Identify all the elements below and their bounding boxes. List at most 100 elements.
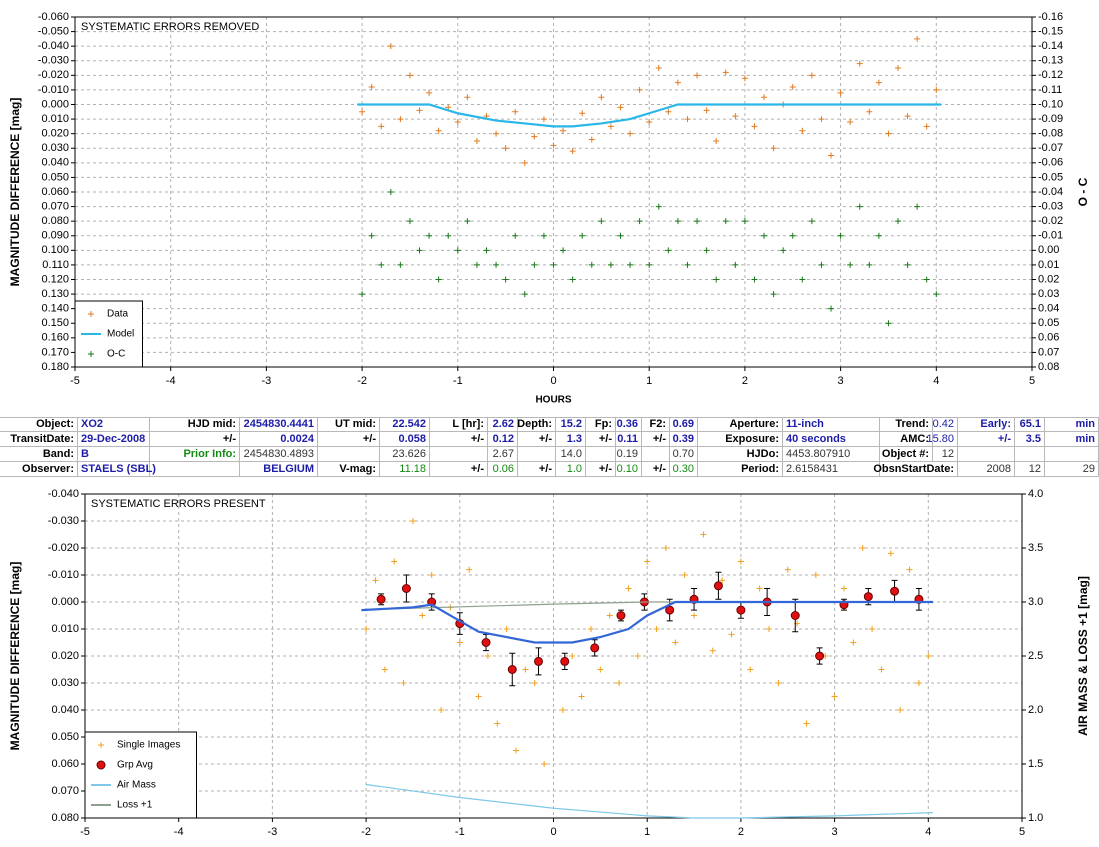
data-point [416, 107, 423, 114]
table-cell: +/- [430, 432, 488, 447]
data-point [625, 585, 632, 592]
data-point [454, 119, 461, 125]
data-point [521, 291, 528, 298]
legend-label: Air Mass [117, 780, 156, 791]
data-point [569, 276, 576, 283]
data-point [540, 116, 547, 123]
table-cell: F2: [642, 417, 670, 432]
table-cell: +/- [518, 432, 556, 447]
y2-tick-label: 2.0 [1028, 704, 1043, 716]
data-point [732, 113, 739, 120]
x-axis-label: HOURS [535, 395, 571, 406]
data-point [878, 666, 885, 673]
y-tick-label: 0.070 [41, 200, 69, 212]
legend-swatch [96, 760, 106, 770]
data-point [387, 43, 394, 50]
legend-label: Single Images [117, 740, 180, 751]
chart-title: SYSTEMATIC ERRORS PRESENT [91, 498, 266, 510]
y2-tick-label: -0.13 [1038, 55, 1063, 67]
y-tick-label: 0.080 [41, 215, 69, 227]
data-point [751, 123, 758, 130]
data-point [473, 137, 480, 144]
x-tick-label: -2 [357, 375, 367, 387]
x-tick-label: 5 [1029, 375, 1035, 387]
table-cell: HJD mid: [150, 417, 240, 432]
group-average [616, 611, 626, 620]
data-point [464, 94, 471, 101]
table-cell: Trend: [880, 417, 933, 432]
y-tick-label: 0.050 [41, 171, 69, 183]
data-point [372, 577, 379, 584]
y-tick-label: 0.000 [51, 596, 79, 608]
data-point [761, 94, 768, 101]
data-point [512, 108, 519, 115]
y-tick-label: 0.120 [41, 273, 69, 285]
data-point [808, 72, 815, 79]
data-point [681, 572, 688, 578]
data-point [847, 119, 854, 125]
table-cell: Aperture: [698, 417, 783, 432]
data-point [741, 75, 748, 82]
data-point [684, 261, 691, 268]
data-point [493, 261, 500, 268]
table-cell: 15.80 [926, 432, 958, 447]
data-point [914, 35, 921, 42]
data-point [770, 291, 777, 298]
data-point [722, 218, 729, 225]
x-tick-label: -1 [453, 375, 463, 387]
data-point [627, 130, 634, 137]
data-point [756, 585, 763, 592]
parameter-table: Object: XO2 HJD mid: 2454830.4441 UT mid: 22.… [0, 417, 1099, 478]
x-tick-label: -5 [80, 826, 90, 838]
data-point [627, 261, 634, 268]
y2-tick-label: -0.06 [1038, 157, 1063, 169]
data-point [719, 577, 726, 584]
table-cell: Object #: [880, 447, 933, 462]
data-point [560, 127, 567, 134]
x-tick-label: 2 [742, 375, 748, 387]
group-average [590, 643, 600, 653]
y-tick-label: 0.020 [51, 650, 79, 662]
table-cell: 22.542 [380, 417, 430, 432]
data-point [770, 145, 777, 152]
table-cell: +/- [150, 432, 240, 447]
data-point [789, 84, 796, 90]
data-point [732, 261, 739, 268]
data-point [541, 761, 548, 767]
table-cell: Observer: [0, 462, 78, 477]
table-cell: Prior Info: [150, 447, 240, 462]
y2-tick-label: 3.5 [1028, 542, 1043, 554]
data-point [914, 203, 921, 210]
x-tick-label: 1 [646, 375, 652, 387]
data-point [923, 276, 930, 283]
group-average [534, 656, 544, 666]
y2-tick-label: -0.10 [1038, 98, 1063, 110]
data-point [923, 123, 930, 130]
data-point [655, 203, 662, 210]
data-point [531, 261, 538, 268]
x-tick-label: -4 [174, 826, 184, 838]
data-point [579, 110, 586, 117]
data-point [875, 232, 882, 239]
data-point [435, 127, 442, 134]
data-point [617, 104, 624, 111]
table-cell: HJDo: [698, 447, 783, 462]
table-cell: Fp: [586, 417, 616, 432]
data-point [906, 566, 913, 573]
data-point [550, 261, 557, 268]
data-point [473, 261, 480, 268]
data-point [636, 86, 643, 93]
data-point [606, 612, 613, 619]
x-tick-label: 5 [1019, 826, 1025, 838]
table-cell: STAELS (SBL) [78, 462, 156, 477]
y2-tick-label: 0.02 [1038, 273, 1059, 285]
table-cell: 14.0 [556, 447, 586, 462]
y2-tick-label: -0.05 [1038, 171, 1063, 183]
data-point [747, 666, 754, 673]
data-point [694, 218, 701, 225]
y2-tick-label: 3.0 [1028, 596, 1043, 608]
table-cell: 29 [1045, 462, 1099, 477]
table-cell: 11.18 [380, 462, 430, 477]
data-point [895, 218, 902, 225]
